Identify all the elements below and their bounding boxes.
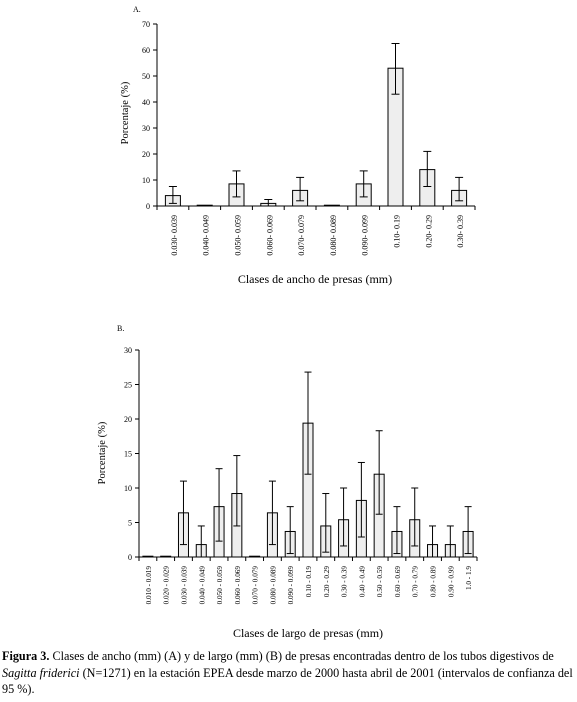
x-tick-label: 0.080- 0.089 [329, 215, 338, 256]
x-tick-label: 0.50 - 0.59 [376, 566, 384, 598]
x-tick-label: 0.90 - 0.99 [447, 566, 455, 598]
x-tick-label: 0.10- 0.19 [393, 215, 402, 248]
y-axis-title: Porcentaje (%) [97, 421, 108, 484]
x-tick-label: 0.070 - 0.079 [252, 566, 260, 605]
y-tick-label: 15 [124, 450, 132, 459]
x-tick-label: 0.80 - 0.89 [430, 566, 438, 598]
x-tick-label: 0.050 - 0.059 [216, 566, 224, 605]
x-tick-label: 0.40 - 0.49 [358, 566, 366, 598]
x-tick-label: 0.060 - 0.069 [234, 566, 242, 605]
bar [160, 555, 172, 558]
x-axis-title: Clases de largo de presas (mm) [233, 626, 383, 640]
caption-label: Figura 3. [2, 649, 50, 663]
x-axis-title: Clases de ancho de presas (mm) [238, 272, 392, 286]
y-tick-label: 50 [142, 72, 150, 81]
x-tick-label: 0.020 - 0.029 [163, 566, 171, 605]
y-tick-label: 25 [124, 381, 132, 390]
x-tick-label: 0.070- 0.079 [297, 215, 306, 256]
caption-text-1: Clases de ancho (mm) (A) y de largo (mm)… [49, 649, 554, 663]
x-tick-label: 0.090 - 0.099 [287, 566, 295, 605]
x-tick-label: 1.0 - 1.9 [465, 566, 473, 590]
x-tick-label: 0.30- 0.39 [456, 215, 465, 248]
figure-caption: Figura 3. Clases de ancho (mm) (A) y de … [2, 648, 574, 698]
x-tick-label: 0.10 - 0.19 [305, 566, 313, 598]
y-tick-label: 30 [124, 346, 132, 355]
x-tick-label: 0.090- 0.099 [361, 215, 370, 256]
y-tick-label: 5 [128, 519, 132, 528]
y-axis-title: Porcentaje (%) [120, 81, 131, 144]
x-tick-label: 0.030 - 0.039 [180, 566, 188, 605]
caption-text-2: (N=1271) en la estación EPEA desde marzo… [2, 665, 573, 697]
x-tick-label: 0.040 - 0.049 [198, 566, 206, 605]
y-tick-label: 10 [142, 176, 150, 185]
x-tick-label: 0.040- 0.049 [202, 215, 211, 256]
y-tick-label: 10 [124, 484, 132, 493]
x-tick-label: 0.60 - 0.69 [394, 566, 402, 598]
y-tick-label: 20 [142, 150, 150, 159]
y-tick-label: 0 [146, 202, 150, 211]
bar [249, 555, 261, 558]
y-tick-label: 40 [142, 98, 150, 107]
bar [323, 204, 340, 207]
caption-species: Sagitta friderici [2, 665, 80, 680]
x-tick-label: 0.30 - 0.39 [341, 566, 349, 598]
x-tick-label: 0.080 - 0.089 [269, 566, 277, 605]
bar [142, 555, 154, 558]
x-tick-label: 0.030- 0.039 [170, 215, 179, 256]
x-tick-label: 0.050- 0.059 [234, 215, 243, 256]
y-tick-label: 70 [142, 20, 150, 29]
y-tick-label: 60 [142, 46, 150, 55]
y-tick-label: 0 [128, 553, 132, 562]
x-tick-label: 0.060- 0.069 [265, 215, 274, 256]
y-tick-label: 20 [124, 415, 132, 424]
x-tick-label: 0.20 - 0.29 [323, 566, 331, 598]
panel-label: B. [117, 324, 124, 333]
panel-label: A. [133, 5, 141, 14]
x-tick-label: 0.70 - 0.79 [412, 566, 420, 598]
y-tick-label: 30 [142, 124, 150, 133]
bar [196, 204, 213, 207]
x-tick-label: 0.010 - 0.019 [145, 566, 153, 605]
x-tick-label: 0.20- 0.29 [424, 215, 433, 248]
